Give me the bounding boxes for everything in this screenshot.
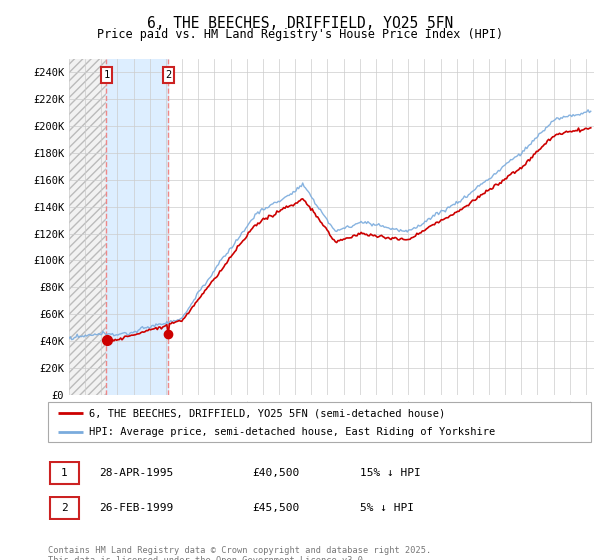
Bar (69, 59, 106, 395)
Text: 2: 2 (61, 503, 68, 513)
Text: £40,500: £40,500 (252, 468, 299, 478)
Text: 26-FEB-1999: 26-FEB-1999 (99, 503, 173, 513)
Text: 15% ↓ HPI: 15% ↓ HPI (360, 468, 421, 478)
Text: 6, THE BEECHES, DRIFFIELD, YO25 5FN: 6, THE BEECHES, DRIFFIELD, YO25 5FN (147, 16, 453, 31)
Text: 28-APR-1995: 28-APR-1995 (99, 468, 173, 478)
Text: 6, THE BEECHES, DRIFFIELD, YO25 5FN (semi-detached house): 6, THE BEECHES, DRIFFIELD, YO25 5FN (sem… (89, 408, 445, 418)
Text: £45,500: £45,500 (252, 503, 299, 513)
Text: HPI: Average price, semi-detached house, East Riding of Yorkshire: HPI: Average price, semi-detached house,… (89, 427, 495, 437)
Text: Price paid vs. HM Land Registry's House Price Index (HPI): Price paid vs. HM Land Registry's House … (97, 28, 503, 41)
Text: 2: 2 (165, 70, 172, 80)
Text: 1: 1 (61, 468, 68, 478)
Bar (106, 59, 169, 395)
Text: 5% ↓ HPI: 5% ↓ HPI (360, 503, 414, 513)
Text: 1: 1 (103, 70, 110, 80)
Text: Contains HM Land Registry data © Crown copyright and database right 2025.
This d: Contains HM Land Registry data © Crown c… (48, 546, 431, 560)
